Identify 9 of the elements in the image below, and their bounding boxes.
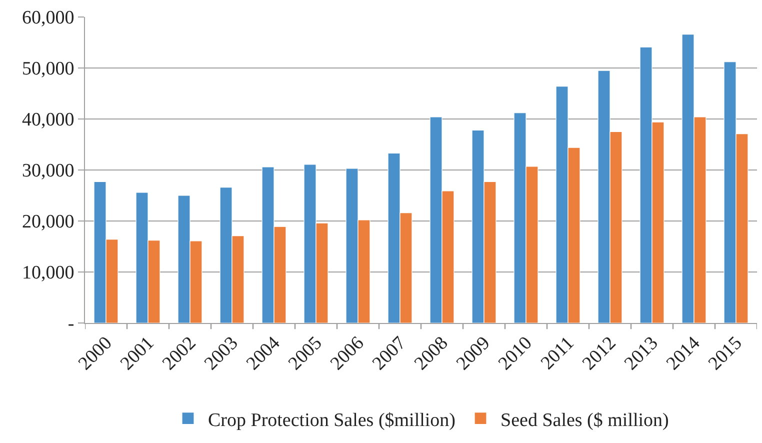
- y-tick-label: 40,000: [22, 110, 74, 131]
- y-tick-label: -: [68, 314, 74, 335]
- y-tick-label: 20,000: [22, 212, 74, 233]
- legend-label: Crop Protection Sales ($million): [208, 410, 456, 431]
- y-tick-label: 10,000: [22, 262, 74, 284]
- y-tick-label: 50,000: [22, 58, 74, 80]
- y-tick-label: 30,000: [22, 160, 74, 182]
- legend-label: Seed Sales ($ million): [500, 410, 669, 431]
- y-tick-label: 60,000: [22, 8, 74, 29]
